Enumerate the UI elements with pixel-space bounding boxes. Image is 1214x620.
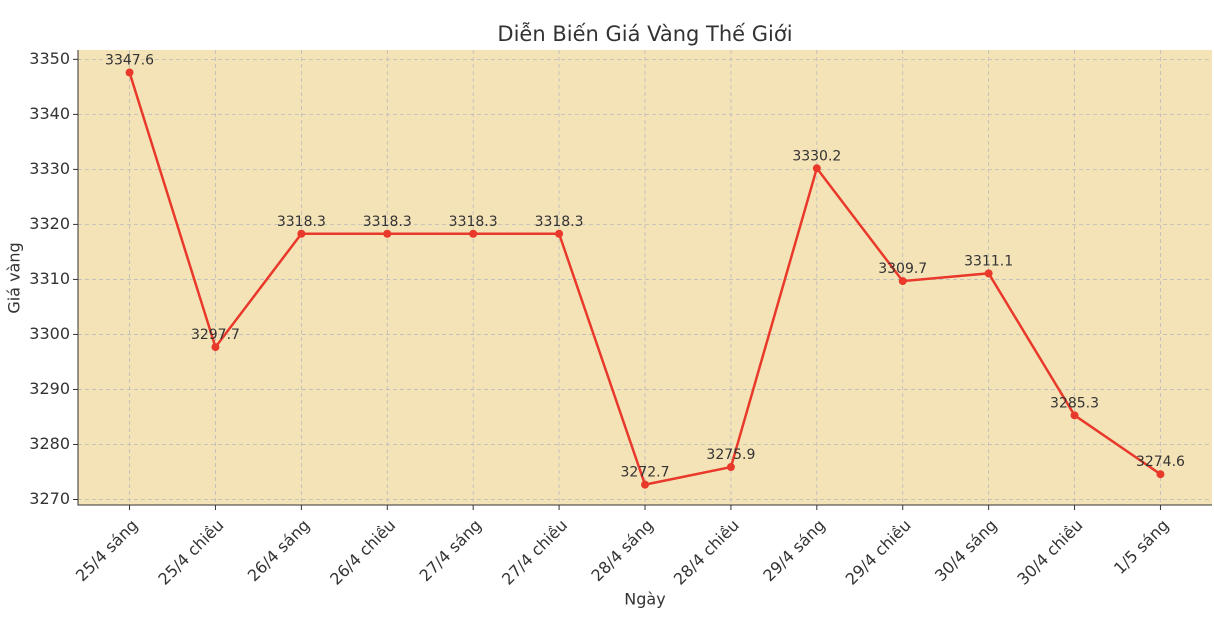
data-label: 3275.9 — [706, 447, 755, 463]
x-tick-label: 1/5 sáng — [1110, 516, 1172, 578]
x-tick-label: 25/4 sáng — [72, 516, 142, 586]
data-label: 3274.6 — [1136, 454, 1185, 470]
data-label: 3309.7 — [878, 261, 927, 277]
data-label: 3330.2 — [792, 148, 841, 164]
x-tick-label: 30/4 chiều — [1013, 516, 1086, 589]
data-label: 3311.1 — [964, 253, 1013, 269]
data-label: 3347.6 — [105, 53, 154, 69]
x-tick-label: 30/4 sáng — [931, 516, 1001, 586]
x-tick-label: 29/4 chiều — [842, 516, 915, 589]
y-tick-label: 3270 — [29, 489, 70, 508]
data-label: 3318.3 — [449, 214, 498, 230]
x-axis-label: Ngày — [624, 590, 665, 609]
data-label: 3272.7 — [621, 465, 670, 481]
data-point — [211, 343, 220, 352]
data-point — [984, 269, 993, 278]
y-tick-label: 3280 — [29, 434, 70, 453]
y-tick-label: 3330 — [29, 159, 70, 178]
data-point — [383, 229, 392, 238]
data-point — [1070, 411, 1079, 420]
data-label: 3318.3 — [363, 214, 412, 230]
data-point — [1156, 470, 1165, 479]
data-point — [555, 229, 564, 238]
data-point — [726, 463, 735, 472]
axes — [77, 50, 1212, 506]
y-tick-label: 3350 — [29, 49, 70, 68]
data-point — [297, 229, 306, 238]
data-point — [641, 480, 649, 489]
x-tick-label: 28/4 chiều — [670, 516, 743, 589]
x-tick-label: 29/4 sáng — [759, 516, 829, 586]
data-label: 3297.7 — [191, 327, 240, 343]
data-point — [125, 68, 134, 77]
x-tick-label: 26/4 chiều — [326, 516, 399, 589]
chart-title: Diễn Biến Giá Vàng Thế Giới — [497, 21, 792, 46]
data-point — [898, 277, 907, 286]
y-tick-label: 3340 — [29, 104, 70, 123]
x-tick-label: 27/4 chiều — [498, 516, 571, 589]
y-tick-label: 3300 — [29, 324, 70, 343]
data-point — [469, 229, 478, 238]
x-tick-label: 25/4 chiều — [154, 516, 227, 589]
x-tick-label: 27/4 sáng — [416, 516, 486, 586]
y-tick-label: 3320 — [29, 214, 70, 233]
x-tick-label: 28/4 sáng — [587, 516, 657, 586]
y-axis-label: Giá vàng — [5, 242, 24, 313]
data-label: 3318.3 — [535, 214, 584, 230]
data-point — [812, 164, 821, 173]
y-tick-label: 3310 — [29, 269, 70, 288]
data-label: 3285.3 — [1050, 395, 1099, 411]
x-tick-label: 26/4 sáng — [244, 516, 314, 586]
y-tick-label: 3290 — [29, 379, 70, 398]
data-label: 3318.3 — [277, 214, 326, 230]
